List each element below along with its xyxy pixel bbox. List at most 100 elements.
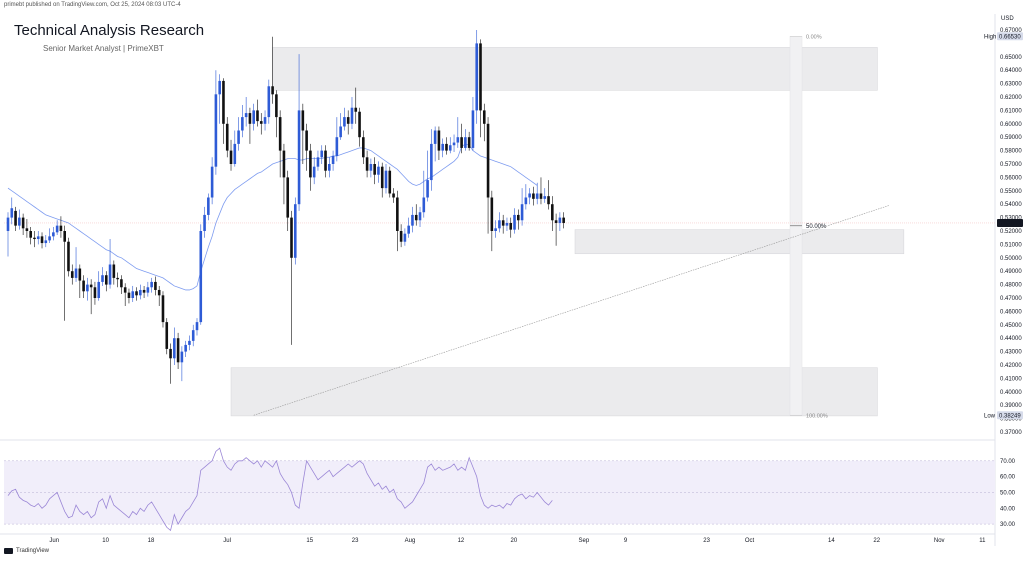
candle-body [528,193,531,198]
candle-body [40,236,44,244]
price-tick-label: 0.48000 [1000,283,1022,289]
candle-body [165,322,169,349]
current-price-badge [997,218,1023,227]
candle-body [207,197,210,215]
candle-body [467,137,471,148]
candle-body [116,277,119,280]
candle-body [392,193,395,198]
time-tick-label: 23 [703,538,710,544]
candle-body [97,281,101,298]
price-tick-label: 0.62000 [1000,95,1022,101]
candle-body [21,217,25,229]
high-marker-tag: High [984,34,996,40]
time-tick-label: 9 [624,538,628,544]
candle-body [70,271,74,278]
candle-body [430,143,433,181]
candle-body [551,204,554,221]
candle-body [396,197,399,231]
candle-body [535,193,539,199]
candle-body [403,233,407,242]
candle-body [67,241,70,272]
candle-body [142,289,146,293]
candle-body [120,279,123,288]
candle-body [150,281,153,288]
price-tick-label: 0.55000 [1000,189,1022,195]
high-marker-value: 0.66530 [999,34,1021,40]
candle-body [377,166,380,175]
candle-body [346,117,350,124]
rsi-tick-label: 60.00 [1000,475,1016,481]
candle-body [501,220,505,226]
candle-body [214,94,218,167]
candle-body [36,236,40,240]
low-marker-tag: Low [984,413,996,419]
price-tick-label: 0.63000 [1000,82,1022,88]
candle-body [14,210,17,226]
candle-body [282,150,286,178]
time-tick-label: 14 [828,538,835,544]
candle-body [482,110,486,124]
low-marker-value: 0.38249 [999,413,1021,419]
candle-body [18,217,21,226]
price-tick-label: 0.67000 [1000,28,1022,34]
price-tick-label: 0.60000 [1000,122,1022,128]
candle-body [135,291,138,296]
candle-body [331,155,335,164]
candle-body [184,344,187,352]
low-marker-badge [997,411,1023,420]
candle-body [290,217,293,258]
candle-body [388,170,392,194]
candle-body [324,150,327,171]
candle-body [55,225,59,233]
candle-body [562,217,565,223]
candle-body [441,143,444,151]
candle-body [286,177,290,218]
current-price-value: 0.52646 [999,221,1021,227]
candle-body [384,170,388,189]
candle-body [267,86,271,118]
candle-body [479,43,482,111]
time-tick-label: 23 [352,538,359,544]
price-tick-label: 0.59000 [1000,135,1022,141]
time-tick-label: 11 [979,538,986,544]
candle-body [233,143,237,164]
candle-body [146,287,150,293]
candle-body [354,107,358,112]
time-tick-label: Jun [49,538,59,544]
candle-body [59,225,63,231]
candle-body [297,110,301,205]
candle-body [10,208,14,218]
candle-body [199,231,203,323]
candle-body [554,220,558,223]
price-tick-label: 0.42000 [1000,363,1022,369]
supply-demand-zone-2 [230,367,878,417]
price-tick-label: 0.58000 [1000,149,1022,155]
candle-body [422,197,426,213]
candle-body [275,94,278,118]
rsi-tick-label: 50.00 [1000,490,1016,496]
candle-body [445,143,448,151]
candle-body [78,268,82,281]
price-tick-label: 0.44000 [1000,336,1022,342]
candle-body [248,113,252,124]
price-tick-label: 0.57000 [1000,162,1022,168]
candle-body [505,222,509,226]
rsi-tick-label: 40.00 [1000,506,1016,512]
candle-body [222,80,225,124]
rsi-tick-label: 30.00 [1000,522,1016,528]
candle-body [82,280,85,292]
candle-body [464,137,467,148]
candle-body [411,214,414,226]
price-tick-label: 0.40000 [1000,390,1022,396]
candle-body [471,110,475,148]
candle-body [373,164,376,175]
price-tick-label: 0.50000 [1000,256,1022,262]
time-tick-label: Oct [745,538,755,544]
price-tick-label: 0.51000 [1000,242,1022,248]
candle-body [520,204,524,221]
price-tick-label: 0.61000 [1000,108,1022,114]
chart-title: Technical Analysis Research [14,22,205,39]
candle-body [543,196,547,199]
candle-body [263,117,267,124]
